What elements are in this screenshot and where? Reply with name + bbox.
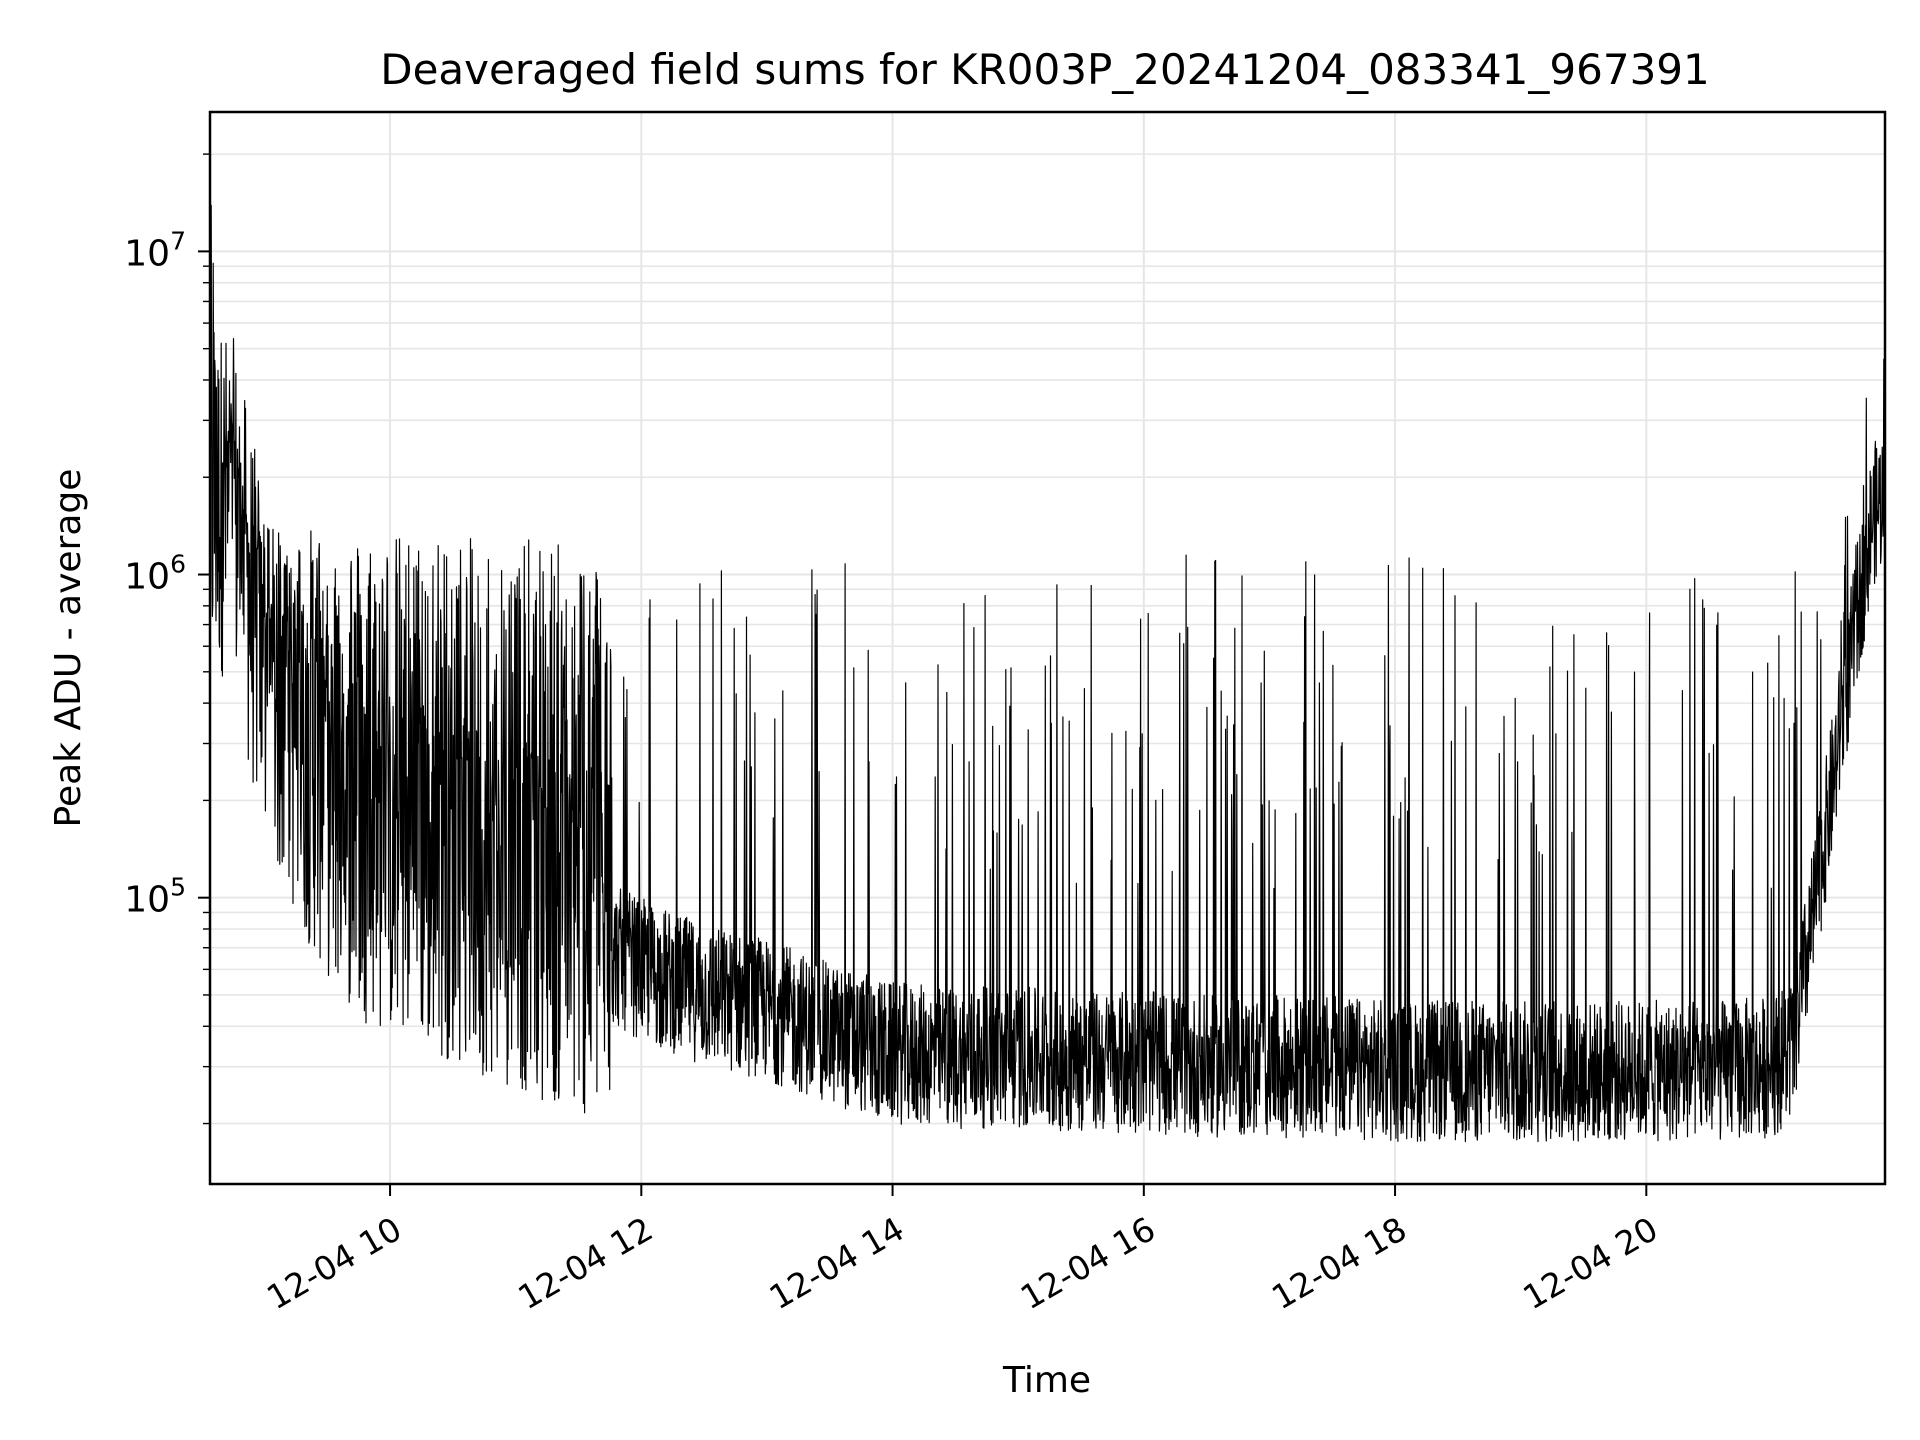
x-tick-label: 12-04 10 <box>260 1209 408 1317</box>
x-axis-label: Time <box>1002 1360 1091 1401</box>
x-tick-label: 12-04 14 <box>763 1209 911 1317</box>
y-tick-label: 107 <box>124 226 186 274</box>
x-axis: 12-04 10 12-04 12 12-04 14 12-04 16 12-04 18… <box>260 1184 1664 1317</box>
y-tick-label: 106 <box>124 550 186 598</box>
x-tick-label: 12-04 18 <box>1265 1209 1413 1317</box>
y-axis-label: Peak ADU - average <box>48 469 89 828</box>
x-tick-label: 12-04 20 <box>1516 1209 1664 1317</box>
series-line <box>209 154 1886 1143</box>
y-tick-label: 105 <box>124 873 186 921</box>
x-tick-label: 12-04 16 <box>1014 1209 1162 1317</box>
axes-frame <box>208 110 1887 1186</box>
chart-title: Deaveraged field sums for KR003P_2024120… <box>380 45 1710 94</box>
series-layer <box>209 154 1886 1143</box>
y-axis: 105 106 107 <box>124 153 210 1125</box>
x-tick-label: 12-04 12 <box>511 1209 659 1317</box>
